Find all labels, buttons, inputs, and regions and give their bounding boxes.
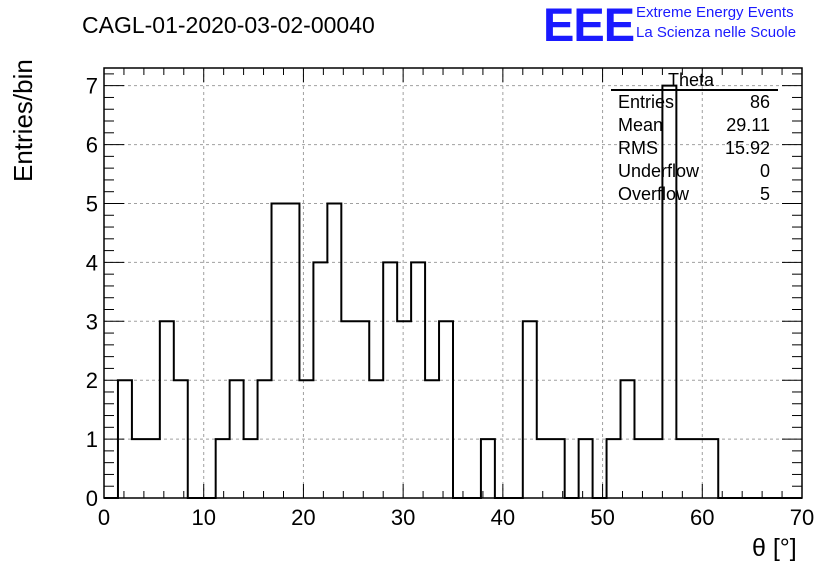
histogram-bin xyxy=(662,86,676,498)
stats-box-title: Theta xyxy=(668,70,715,90)
histogram-bin xyxy=(621,380,635,498)
histogram-bin xyxy=(146,439,160,498)
stats-value: 5 xyxy=(759,184,770,204)
histogram-bin xyxy=(579,439,593,498)
histogram-bin xyxy=(676,439,690,498)
x-tick-label: 20 xyxy=(291,505,315,530)
logo-line-1: Extreme Energy Events xyxy=(636,4,794,21)
x-tick-label: 0 xyxy=(98,505,110,530)
histogram-bin xyxy=(369,380,383,498)
histogram-bin xyxy=(634,439,648,498)
x-tick-label: 30 xyxy=(391,505,415,530)
y-tick-label: 0 xyxy=(86,486,98,511)
y-tick-label: 1 xyxy=(86,427,98,452)
histogram-bin xyxy=(425,380,439,498)
logo-line-2: La Scienza nelle Scuole xyxy=(636,24,797,41)
stats-value: 86 xyxy=(749,92,770,112)
axes xyxy=(103,67,803,499)
histogram-bin xyxy=(216,439,230,498)
histogram-bin xyxy=(439,321,453,498)
histogram-bin xyxy=(397,321,411,498)
histogram-bin xyxy=(704,439,718,498)
histogram-bin xyxy=(258,380,272,498)
plot-frame xyxy=(103,67,803,499)
y-tick-label: 5 xyxy=(86,191,98,216)
y-tick-label: 6 xyxy=(86,133,98,158)
stats-label: Underflow xyxy=(618,161,700,181)
histogram-bin xyxy=(481,439,495,498)
histogram-bin xyxy=(132,439,146,498)
x-tick-label: 10 xyxy=(191,505,215,530)
histogram-bin xyxy=(551,439,565,498)
y-tick-label: 2 xyxy=(86,368,98,393)
chart-title: CAGL-01-2020-03-02-00040 xyxy=(82,12,375,38)
histogram-bin xyxy=(648,439,662,498)
histogram-bin xyxy=(230,380,244,498)
stats-label: Entries xyxy=(618,92,675,112)
stats-value: 29.11 xyxy=(726,115,770,135)
histogram-bin xyxy=(272,203,286,498)
histogram-bin xyxy=(313,262,327,498)
histogram-bin xyxy=(607,439,621,498)
stats-value: 15.92 xyxy=(724,138,770,158)
histogram-bin xyxy=(244,439,258,498)
histogram-bin xyxy=(383,262,397,498)
histogram-bin xyxy=(523,321,537,498)
y-tick-label: 7 xyxy=(86,74,98,99)
histogram-bin xyxy=(327,203,341,498)
histogram-bin xyxy=(355,321,369,498)
stats-label: Mean xyxy=(618,115,664,135)
histogram-bars xyxy=(104,84,802,499)
histogram-bin xyxy=(411,262,425,498)
histogram-bin xyxy=(285,203,299,498)
x-tick-label: 50 xyxy=(590,505,614,530)
histogram-bin xyxy=(537,439,551,498)
stats-label: Overflow xyxy=(618,184,690,204)
histogram-bin xyxy=(160,321,174,498)
histogram-bin xyxy=(341,321,355,498)
histogram-outline xyxy=(104,84,802,499)
y-axis-label: Entries/bin xyxy=(8,59,38,182)
x-tick-label: 40 xyxy=(491,505,515,530)
stats-value: 0 xyxy=(759,161,770,181)
x-tick-label: 70 xyxy=(790,505,814,530)
histogram-bin xyxy=(174,380,188,498)
stats-label: RMS xyxy=(618,138,658,158)
eee-logo: EEE xyxy=(543,0,635,51)
x-tick-label: 60 xyxy=(690,505,714,530)
x-axis-label: θ [°] xyxy=(752,534,797,562)
y-tick-label: 4 xyxy=(86,250,98,275)
y-tick-label: 3 xyxy=(86,309,98,334)
histogram-bin xyxy=(299,380,313,498)
